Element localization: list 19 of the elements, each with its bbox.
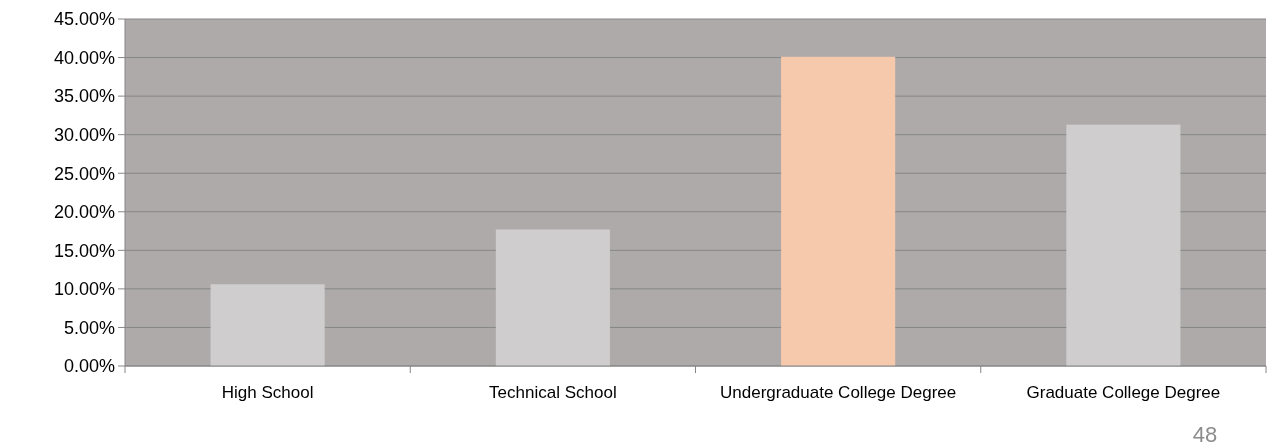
- y-tick-label: 40.00%: [53, 47, 115, 68]
- x-tick-label: High School: [221, 383, 314, 402]
- x-tick-label: Technical School: [489, 383, 617, 402]
- y-tick-label: 45.00%: [53, 9, 115, 30]
- bar: [495, 229, 610, 366]
- y-tick-label: 10.00%: [53, 279, 115, 300]
- y-tick-label: 15.00%: [53, 240, 115, 261]
- y-tick-label: 35.00%: [53, 86, 115, 107]
- y-tick-label: 5.00%: [63, 317, 115, 338]
- y-tick-label: 30.00%: [53, 124, 115, 145]
- y-tick-label: 0.00%: [63, 356, 115, 377]
- bar: [1066, 124, 1181, 366]
- x-tick-label: Undergraduate College Degree: [719, 383, 957, 402]
- y-tick-label: 25.00%: [53, 163, 115, 184]
- text: 48: [1192, 422, 1218, 447]
- x-tick-label: Graduate College Degree: [1026, 383, 1221, 402]
- y-tick-label: 20.00%: [53, 202, 115, 223]
- bar: [210, 284, 325, 366]
- bar: [781, 56, 896, 366]
